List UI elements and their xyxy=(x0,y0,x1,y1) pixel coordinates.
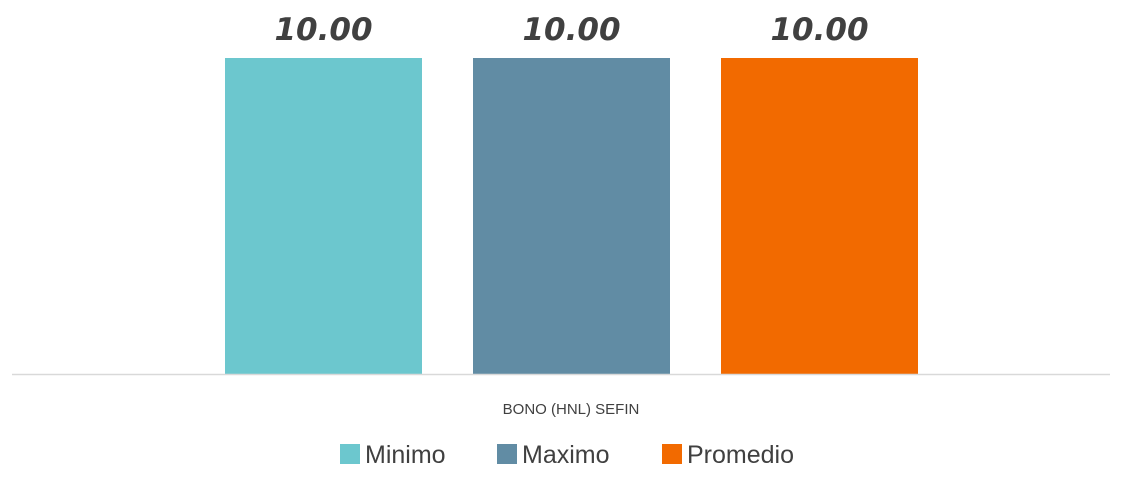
bar-promedio xyxy=(721,58,918,374)
data-label-maximo: 10.00 xyxy=(522,12,620,48)
legend-label-maximo: Maximo xyxy=(522,441,610,469)
legend-label-promedio: Promedio xyxy=(687,441,794,469)
legend-swatch-promedio xyxy=(662,444,682,464)
data-label-minimo: 10.00 xyxy=(274,12,372,48)
category-label: BONO (HNL) SEFIN xyxy=(503,401,640,418)
legend-swatch-minimo xyxy=(340,444,360,464)
legend-item-maximo: Maximo xyxy=(497,441,610,469)
legend-swatch-maximo xyxy=(497,444,517,464)
legend-item-promedio: Promedio xyxy=(662,441,794,469)
bar-maximo xyxy=(473,58,670,374)
category-axis: BONO (HNL) SEFIN xyxy=(503,401,640,418)
bar-minimo xyxy=(225,58,422,374)
legend-item-minimo: Minimo xyxy=(340,441,446,469)
legend: Minimo Maximo Promedio xyxy=(340,441,794,469)
data-labels-layer: 10.00 10.00 10.00 xyxy=(274,12,868,48)
legend-label-minimo: Minimo xyxy=(365,441,446,469)
bars-layer xyxy=(225,58,918,374)
data-label-promedio: 10.00 xyxy=(770,12,868,48)
